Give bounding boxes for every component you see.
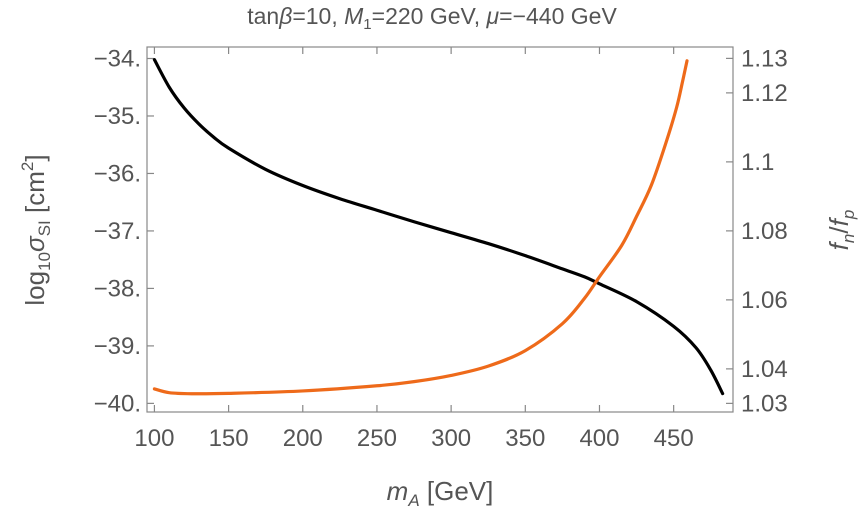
x-tick-label: 400 bbox=[579, 425, 619, 452]
x-tick-label: 150 bbox=[209, 425, 249, 452]
y-right-tick-label: 1.08 bbox=[741, 218, 788, 245]
y-left-axis-ticks: −34. −35. −36. −37. −38. −39. −40. bbox=[94, 45, 154, 417]
y-right-axis-ticks: 1.13 1.12 1.1 1.08 1.06 1.04 1.03 bbox=[726, 45, 788, 417]
y-right-tick-label: 1.04 bbox=[741, 356, 788, 383]
cross-section-curve bbox=[152, 58, 725, 396]
x-axis-ticks: 100 150 200 250 300 350 400 450 bbox=[134, 47, 694, 452]
y-right-tick-label: 1.1 bbox=[741, 149, 774, 176]
x-tick-label: 300 bbox=[431, 425, 471, 452]
fn-fp-ratio-curve bbox=[152, 59, 689, 396]
y-left-tick-label: −38. bbox=[94, 275, 141, 302]
y-right-tick-label: 1.03 bbox=[741, 390, 788, 417]
x-tick-label: 200 bbox=[283, 425, 323, 452]
x-axis-title: mA [GeV] bbox=[387, 476, 494, 510]
y-left-tick-label: −37. bbox=[94, 218, 141, 245]
y-right-tick-label: 1.13 bbox=[741, 45, 788, 72]
chart-title: tanβ=10, M1=220 GeV, μ=−440 GeV bbox=[247, 3, 617, 33]
y-left-tick-label: −34. bbox=[94, 45, 141, 72]
y-left-tick-label: −35. bbox=[94, 103, 141, 130]
x-tick-label: 450 bbox=[654, 425, 694, 452]
y-left-axis-title: log10σSI [cm2] bbox=[18, 154, 54, 305]
y-right-tick-label: 1.12 bbox=[741, 80, 788, 107]
y-right-tick-label: 1.06 bbox=[741, 287, 788, 314]
series-layer bbox=[152, 58, 725, 396]
x-tick-label: 350 bbox=[505, 425, 545, 452]
plot-frame bbox=[146, 46, 734, 413]
y-left-tick-label: −36. bbox=[94, 160, 141, 187]
y-right-axis-title: fn/fp bbox=[824, 210, 858, 251]
x-tick-label: 100 bbox=[134, 425, 174, 452]
y-left-tick-label: −40. bbox=[94, 390, 141, 417]
y-left-tick-label: −39. bbox=[94, 333, 141, 360]
x-tick-label: 250 bbox=[357, 425, 397, 452]
